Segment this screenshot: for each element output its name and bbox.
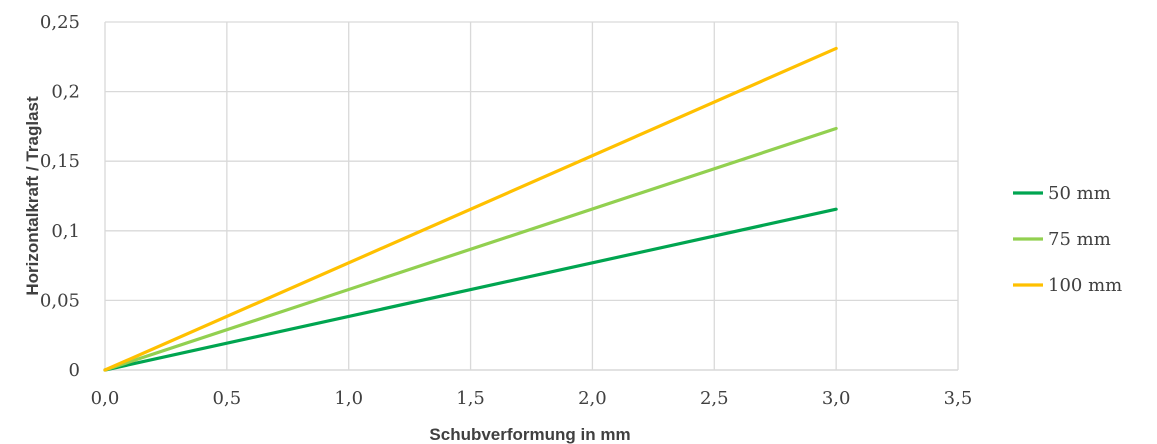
x-tick-label: 1,5: [456, 388, 485, 409]
y-tick-label: 0,25: [40, 12, 80, 33]
legend-label: 50 mm: [1048, 183, 1111, 204]
x-tick-label: 1,0: [334, 388, 363, 409]
y-tick-label: 0,1: [51, 221, 80, 242]
x-tick-label: 0,5: [213, 388, 242, 409]
x-tick-label: 3,0: [822, 388, 851, 409]
x-tick-label: 2,0: [578, 388, 607, 409]
tick-labels: 0,0 0,5 1,0 1,5 2,0 2,5 3,0 3,5 0 0,05 0,1 0,15 0,2 0…: [40, 12, 972, 409]
series-line-100-mm: [103, 46, 838, 372]
x-tick-label: 0,0: [91, 388, 120, 409]
legend-label: 100 mm: [1048, 275, 1122, 296]
series-line-50-mm: [103, 207, 838, 372]
series-lines: [103, 46, 838, 372]
legend: 50 mm 75 mm 100 mm: [1013, 183, 1122, 296]
y-axis-title: Horizontalkraft / Traglast: [23, 96, 42, 296]
y-tick-label: 0,05: [40, 290, 80, 311]
y-tick-label: 0,15: [40, 151, 80, 172]
x-axis-title: Schubverformung in mm: [429, 425, 630, 444]
legend-label: 75 mm: [1048, 229, 1111, 250]
series-line-75-mm: [103, 126, 838, 372]
y-tick-label: 0,2: [51, 82, 80, 103]
x-tick-label: 2,5: [700, 388, 729, 409]
x-tick-label: 3,5: [944, 388, 973, 409]
y-tick-label: 0: [69, 360, 80, 381]
grid: [104, 21, 959, 370]
